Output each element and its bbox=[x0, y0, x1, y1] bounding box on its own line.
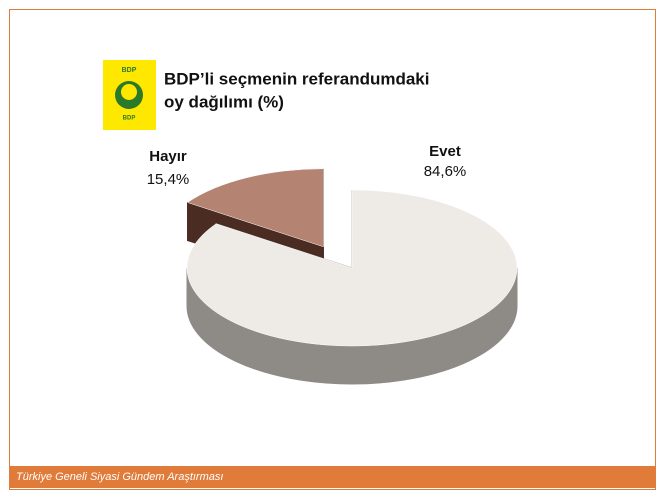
chart-title: BDP’li seçmenin referandumdaki bbox=[164, 69, 429, 88]
logo-text: BDP bbox=[123, 116, 136, 122]
data-label: 15,4% bbox=[147, 171, 190, 188]
footer-text: Türkiye Geneli Siyasi Gündem Araştırması bbox=[16, 471, 223, 483]
logo-emblem bbox=[121, 84, 137, 100]
footer-bar bbox=[10, 466, 655, 488]
slice-category: Evet bbox=[429, 143, 461, 160]
chart-title: oy dağılımı (%) bbox=[164, 92, 284, 111]
slice-category: Hayır bbox=[149, 148, 187, 165]
data-label: 84,6% bbox=[424, 163, 467, 180]
logo-text: BDP bbox=[122, 67, 137, 74]
slice bbox=[186, 189, 518, 347]
slice bbox=[186, 168, 324, 248]
